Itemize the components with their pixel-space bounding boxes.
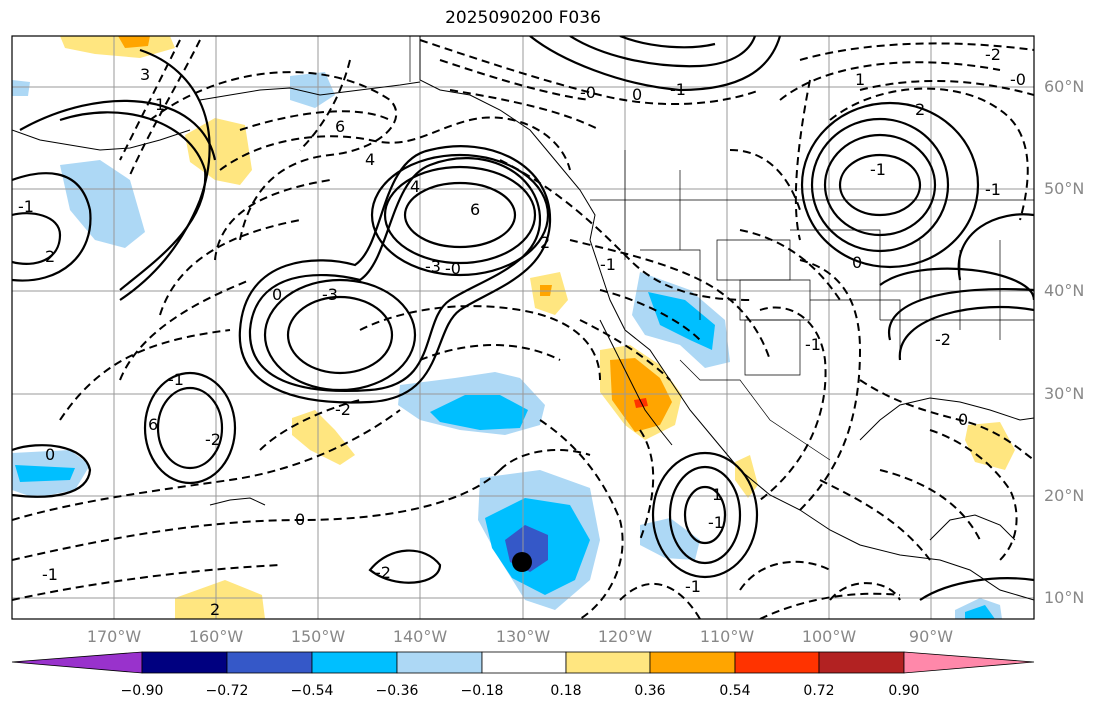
positive-anomaly-area xyxy=(175,580,265,619)
lat-label: 20°N xyxy=(1044,486,1085,505)
contour-label: 2 xyxy=(210,600,220,619)
negative-anomaly-area xyxy=(965,605,995,619)
negative-anomaly-area xyxy=(430,395,528,430)
colorbar-segment xyxy=(141,651,228,674)
contour-label: 6 xyxy=(470,200,480,219)
contour-label: -2 xyxy=(985,45,1001,64)
contour-labels: 3 2 -1 1 4 0 6 -3 -0 4 6 -3 -2 -1 6 -1 0… xyxy=(18,45,1026,619)
negative-anomaly-area xyxy=(290,72,335,108)
contour-label: 6 xyxy=(335,117,345,136)
lon-label: 100°W xyxy=(801,627,857,646)
map-frame xyxy=(11,35,1035,620)
contour-label: -1 xyxy=(42,565,58,584)
contour-label: -1 xyxy=(805,335,821,354)
colorbar-tick-label: 0.54 xyxy=(719,683,751,699)
colorbar-segment xyxy=(903,651,1035,674)
positive-anomaly-area xyxy=(185,118,252,185)
contour-label: 6 xyxy=(148,415,158,434)
shading-layer xyxy=(12,36,1015,619)
lon-label: 90°W xyxy=(908,627,954,646)
contour-label: -1 xyxy=(708,513,724,532)
colorbar-tick-label: −0.18 xyxy=(460,683,504,699)
contour-label: -2 xyxy=(205,430,221,449)
contour-label: -3 xyxy=(425,257,441,276)
contour-label: -0 xyxy=(1010,70,1026,89)
colorbar-tick-label: −0.90 xyxy=(120,683,164,699)
contour-label: 1 xyxy=(712,485,722,504)
positive-anomaly-area xyxy=(118,36,150,48)
contour-label: -3 xyxy=(322,285,338,304)
positive-anomaly-area xyxy=(292,410,355,465)
colorbar-tick-label: −0.36 xyxy=(375,683,419,699)
negative-contours xyxy=(12,39,1034,619)
colorbar-segment xyxy=(396,651,483,674)
negative-anomaly-area xyxy=(15,465,75,482)
contour-label: -1 xyxy=(168,370,184,389)
colorbar-segment xyxy=(226,651,313,674)
colorbar-tick-label: −0.54 xyxy=(290,683,334,699)
lon-label: 170°W xyxy=(86,627,142,646)
storm-center-marker xyxy=(512,552,532,572)
colorbar-tick-label: 0.36 xyxy=(634,683,666,699)
contour-label: 2 xyxy=(540,233,550,252)
contour-label: 0 xyxy=(958,410,968,429)
contour-label: 3 xyxy=(140,65,150,84)
lon-label: 130°W xyxy=(495,627,551,646)
contour-label: 1 xyxy=(155,95,165,114)
colorbar-tick-label: 0.18 xyxy=(550,683,582,699)
colorbar-segment xyxy=(649,651,736,674)
lat-label: 50°N xyxy=(1044,179,1085,198)
contour-label: 0 xyxy=(632,85,642,104)
negative-anomaly-area xyxy=(648,292,715,350)
contour-label: 2 xyxy=(45,247,55,266)
contour-label: 0 xyxy=(272,285,282,304)
contour-label: -0 xyxy=(580,83,596,102)
colorbar-tick-label: 0.72 xyxy=(803,683,835,699)
negative-anomaly-area xyxy=(12,80,30,96)
lon-label: 140°W xyxy=(392,627,448,646)
lat-label: 10°N xyxy=(1044,588,1085,607)
lon-label: 150°W xyxy=(290,627,346,646)
contour-label: -2 xyxy=(375,563,391,582)
contour-label: -1 xyxy=(685,577,701,596)
lat-label: 60°N xyxy=(1044,77,1085,96)
contour-label: 4 xyxy=(365,150,375,169)
political-borders xyxy=(409,36,1034,461)
contour-label: -1 xyxy=(18,197,34,216)
map-title: 2025090200 F036 xyxy=(445,8,601,28)
negative-anomaly-area xyxy=(60,160,145,248)
lon-label: 120°W xyxy=(597,627,653,646)
contour-label: 0 xyxy=(45,445,55,464)
contour-label: 0 xyxy=(295,510,305,529)
contour-label: 0 xyxy=(852,253,862,272)
coastlines xyxy=(12,36,1034,601)
colorbar-segment xyxy=(11,651,143,674)
contour-label: -1 xyxy=(870,160,886,179)
colorbar-segment xyxy=(818,651,905,674)
positive-contours xyxy=(12,36,1034,601)
colorbar-tick-label: −0.72 xyxy=(205,683,249,699)
colorbar-segment xyxy=(481,651,567,674)
lon-label: 160°W xyxy=(188,627,244,646)
colorbar-segment xyxy=(565,651,651,674)
contour-label: -1 xyxy=(985,180,1001,199)
lon-label: 110°W xyxy=(699,627,755,646)
contour-label: -1 xyxy=(600,255,616,274)
contour-label: 1 xyxy=(855,70,865,89)
contour-label: 4 xyxy=(410,177,420,196)
lat-label: 40°N xyxy=(1044,281,1085,300)
lat-label: 30°N xyxy=(1044,384,1085,403)
positive-anomaly-area xyxy=(965,422,1015,470)
colorbar-segment xyxy=(311,651,398,674)
contour-label: -0 xyxy=(445,259,461,278)
contour-label: -2 xyxy=(935,330,951,349)
colorbar-segment xyxy=(734,651,820,674)
contour-label: -1 xyxy=(670,80,686,99)
colorbar-tick-label: 0.90 xyxy=(888,683,920,699)
contour-label: -2 xyxy=(335,400,351,419)
colorbar xyxy=(11,651,1035,674)
contour-label: 2 xyxy=(915,100,925,119)
